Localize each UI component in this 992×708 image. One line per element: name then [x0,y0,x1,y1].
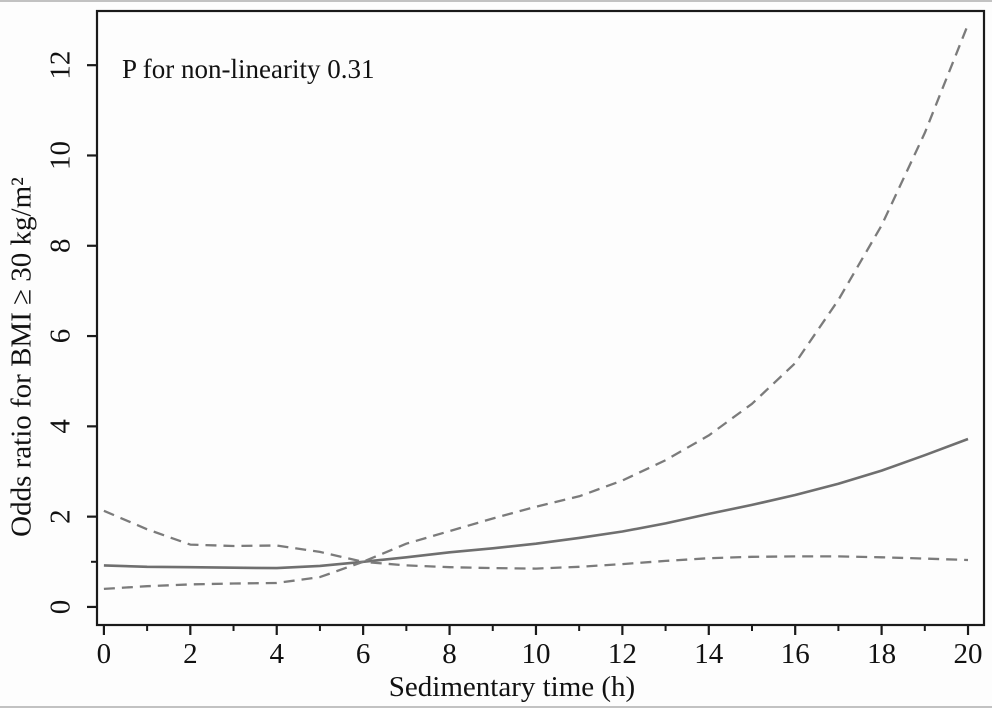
plot-frame [95,9,986,627]
y-tick-label: 4 [44,419,76,434]
x-tick-label: 16 [781,638,810,670]
y-tick-label: 8 [44,239,76,254]
y-tick-label: 2 [44,509,76,524]
x-tick-label: 2 [183,638,198,670]
x-tick-label: 6 [356,638,371,670]
x-tick-label: 0 [97,638,112,670]
y-tick-label: 10 [44,141,76,170]
x-tick-label: 18 [867,638,896,670]
x-tick-label: 4 [269,638,284,670]
y-tick-label: 6 [44,329,76,344]
y-axis-title: Odds ratio for BMI ≥ 30 kg/m² [5,177,38,537]
x-tick-label: 14 [694,638,724,670]
upper-95ci-curve [103,24,970,563]
y-tick-label: 12 [44,51,76,80]
x-axis-title: Sedimentary time (h) [388,671,636,703]
x-tick-label: 20 [954,638,983,670]
p-nonlinearity-annotation: P for non-linearity 0.31 [122,54,375,84]
figure-bottom-border [0,706,992,708]
point-estimate-curve [103,437,969,570]
figure-top-border [0,0,992,2]
lower-95ci-curve [103,555,969,591]
x-tick-label: 8 [442,638,457,670]
y-tick-label: 0 [44,600,76,615]
x-tick-label: 12 [608,638,637,670]
x-tick-label: 10 [521,638,550,670]
